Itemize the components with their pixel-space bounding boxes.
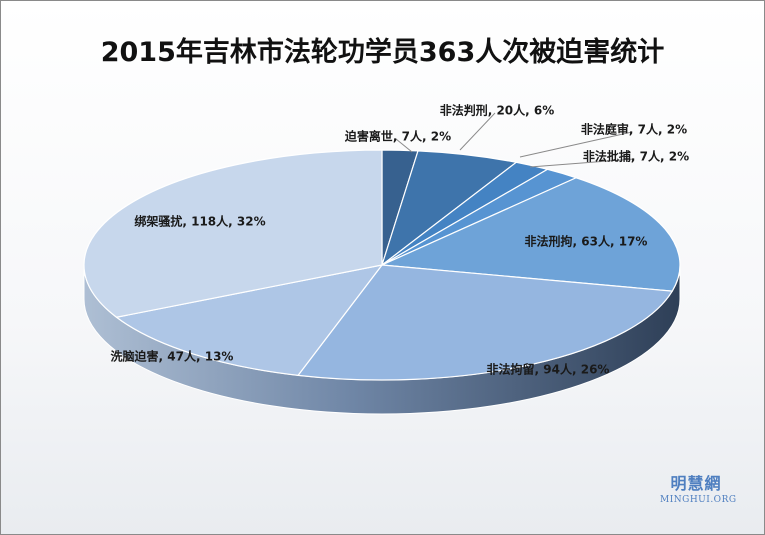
pie-labels: 迫害离世, 7人, 2% 非法判刑, 20人, 6% 非法庭审, 7人, 2% 非法批… (111, 103, 690, 377)
watermark-cn: 明慧網 (670, 474, 722, 493)
pie-slice-detention (379, 177, 681, 292)
watermark-en: MINGHUI.ORG (660, 495, 737, 505)
leader-line-sentenced (459, 112, 496, 151)
slice-label-kidnap: 绑架骚扰, 118人, 32% (134, 214, 265, 229)
slice-label-arrest: 非法批捕, 7人, 2% (583, 149, 689, 164)
slice-label-detention: 非法刑拘, 63人, 17% (525, 234, 648, 249)
slice-label-trial: 非法庭审, 7人, 2% (581, 122, 687, 137)
pie-slice-kidnap (83, 149, 383, 318)
slice-label-deaths: 迫害离世, 7人, 2% (344, 129, 451, 144)
leader-line-trial (519, 131, 633, 158)
slice-label-brainwash: 洗脑迫害, 47人, 13% (111, 349, 234, 364)
slice-label-sentenced: 非法判刑, 20人, 6% (440, 103, 555, 118)
pie-slice-custody (296, 264, 674, 381)
leader-line-arrest (529, 158, 635, 168)
pie-3d (83, 149, 681, 415)
slice-label-custody: 非法拘留, 94人, 26% (487, 362, 610, 377)
minghui-watermark: 明慧網 MINGHUI.ORG (660, 470, 737, 505)
pie-slice-brainwash (115, 264, 384, 376)
leader-line-deaths (395, 138, 413, 153)
chart-title: 2015年吉林市法轮功学员363人次被迫害统计 (100, 37, 665, 68)
